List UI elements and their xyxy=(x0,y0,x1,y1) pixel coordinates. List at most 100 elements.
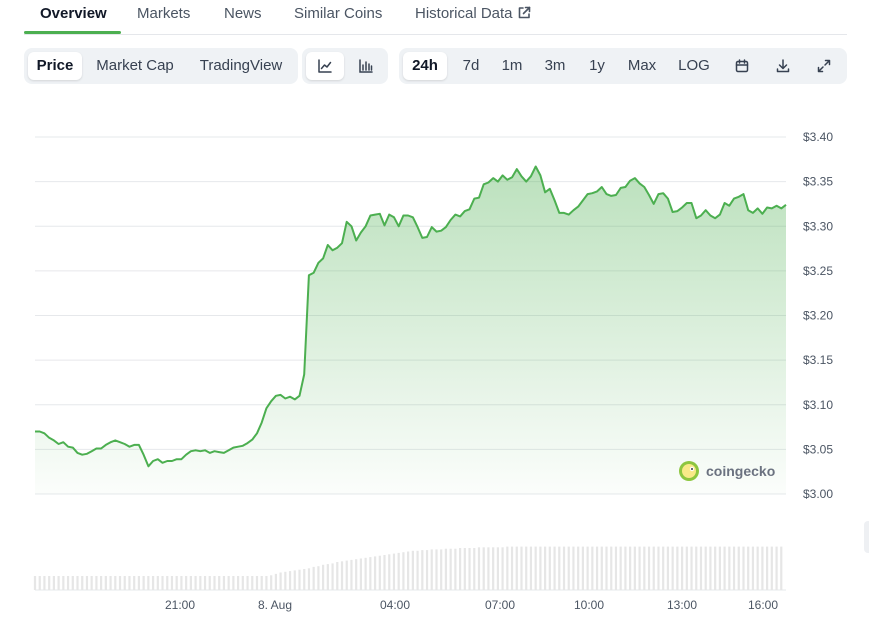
volume-bar xyxy=(416,550,419,590)
volume-bar xyxy=(392,553,396,590)
price-line xyxy=(35,165,787,468)
volume-bar xyxy=(657,546,660,590)
volume-bar xyxy=(85,576,89,590)
volume-bar xyxy=(331,563,334,590)
volume-bar xyxy=(680,546,684,590)
volume-bar xyxy=(109,576,112,590)
range-1m-button[interactable]: 1m xyxy=(501,57,523,74)
volume-bar xyxy=(43,576,46,590)
volume-bar xyxy=(180,576,183,590)
volume-bar xyxy=(671,546,674,590)
volume-bar xyxy=(402,552,405,590)
volume-bar xyxy=(766,546,769,590)
date-range-button[interactable] xyxy=(725,52,759,80)
volume-bar xyxy=(525,546,528,590)
volume-bar xyxy=(695,546,698,590)
volume-bar xyxy=(265,576,268,590)
volume-bar xyxy=(388,554,391,590)
volume-bar xyxy=(76,576,79,590)
volume-bar xyxy=(279,572,282,590)
fullscreen-button[interactable] xyxy=(807,52,841,80)
volume-bar xyxy=(501,547,504,590)
volume-bar xyxy=(369,557,372,590)
volume-bar xyxy=(742,546,745,590)
volume-bar xyxy=(147,576,150,590)
volume-bar xyxy=(581,546,584,590)
range-7d-button[interactable]: 7d xyxy=(462,57,480,74)
volume-bar xyxy=(548,546,551,590)
volume-bar xyxy=(340,561,344,590)
volume-bar xyxy=(440,549,443,590)
range-24h-button[interactable]: 24h xyxy=(403,52,447,80)
volume-bar xyxy=(425,550,429,590)
volume-bar xyxy=(737,546,740,590)
volume-bar xyxy=(71,576,74,590)
price-chart[interactable]: $3.40 $3.35 $3.30 $3.25 $3.20 $3.15 $3.10 $3.05… xyxy=(0,100,869,627)
volume-bar xyxy=(699,546,703,590)
volume-bar xyxy=(515,546,518,590)
volume-bar xyxy=(449,548,452,590)
volume-bar xyxy=(100,576,103,590)
volume-bar xyxy=(444,548,448,590)
candlestick-chart-button[interactable] xyxy=(347,52,385,80)
price-area xyxy=(35,166,786,494)
volume-bar xyxy=(345,560,348,590)
x-tick-label: 21:00 xyxy=(165,598,195,612)
volume-bar xyxy=(690,546,693,590)
volume-bar xyxy=(430,549,433,590)
price-button[interactable]: Price xyxy=(28,52,82,80)
tab-historical-data-label: Historical Data xyxy=(415,5,513,22)
volume-bar xyxy=(194,576,197,590)
volume-bar xyxy=(662,546,665,590)
volume-bar xyxy=(619,546,622,590)
volume-bar xyxy=(600,546,603,590)
volume-bar xyxy=(751,546,755,590)
volume-bar xyxy=(732,546,736,590)
volume-bar xyxy=(468,548,471,590)
coingecko-logo-icon xyxy=(679,461,699,481)
volume-bar xyxy=(66,576,70,590)
range-3m-button[interactable]: 3m xyxy=(544,57,566,74)
side-panel-handle[interactable] xyxy=(864,521,869,553)
range-max-button[interactable]: Max xyxy=(627,57,657,74)
line-chart-button[interactable] xyxy=(306,52,344,80)
range-1y-button[interactable]: 1y xyxy=(589,57,605,74)
candlestick-chart-icon xyxy=(359,59,373,73)
tab-historical-data[interactable]: Historical Data xyxy=(415,5,531,33)
volume-bar xyxy=(482,547,485,590)
volume-bar xyxy=(558,546,561,590)
tab-similar-coins[interactable]: Similar Coins xyxy=(294,5,383,22)
calendar-icon xyxy=(735,59,749,73)
volume-bar xyxy=(237,576,240,590)
y-tick-label: $3.20 xyxy=(803,309,833,323)
tradingview-button[interactable]: TradingView xyxy=(199,57,283,74)
volume-bar xyxy=(534,546,537,590)
volume-bar xyxy=(322,564,325,590)
volume-bar xyxy=(166,576,169,590)
volume-bar xyxy=(227,576,230,590)
volume-bar xyxy=(756,546,759,590)
volume-bar xyxy=(213,576,216,590)
volume-bar xyxy=(709,546,712,590)
volume-bar xyxy=(241,576,244,590)
download-icon xyxy=(776,59,790,73)
volume-bar xyxy=(373,556,377,590)
volume-bar xyxy=(62,576,65,590)
volume-bar xyxy=(647,546,651,590)
volume-bars xyxy=(33,546,783,590)
market-cap-button[interactable]: Market Cap xyxy=(96,57,174,74)
volume-bar xyxy=(185,576,188,590)
log-scale-button[interactable]: LOG xyxy=(678,57,710,74)
volume-bar xyxy=(780,546,783,590)
volume-bar xyxy=(312,566,315,590)
volume-bar xyxy=(562,546,566,590)
tab-news[interactable]: News xyxy=(224,5,262,22)
fullscreen-icon xyxy=(817,59,831,73)
x-tick-label: 13:00 xyxy=(667,598,697,612)
volume-bar xyxy=(577,546,580,590)
volume-bar xyxy=(104,576,107,590)
tab-markets[interactable]: Markets xyxy=(137,5,191,22)
tab-overview[interactable]: Overview xyxy=(40,5,107,22)
volume-bar xyxy=(510,546,514,590)
download-button[interactable] xyxy=(766,52,800,80)
